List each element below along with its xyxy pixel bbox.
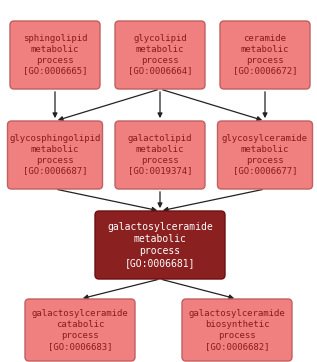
Text: glycosphingolipid
metabolic
process
[GO:0006687]: glycosphingolipid metabolic process [GO:… — [9, 134, 101, 176]
Text: galactosylceramide
catabolic
process
[GO:0006683]: galactosylceramide catabolic process [GO… — [32, 310, 128, 351]
FancyBboxPatch shape — [115, 121, 205, 189]
Text: galactosylceramide
metabolic
process
[GO:0006681]: galactosylceramide metabolic process [GO… — [107, 222, 213, 268]
FancyBboxPatch shape — [25, 299, 135, 361]
FancyBboxPatch shape — [182, 299, 292, 361]
FancyBboxPatch shape — [10, 21, 100, 89]
Text: galactolipid
metabolic
process
[GO:0019374]: galactolipid metabolic process [GO:00193… — [128, 134, 192, 176]
Text: ceramide
metabolic
process
[GO:0006672]: ceramide metabolic process [GO:0006672] — [233, 34, 297, 76]
FancyBboxPatch shape — [95, 211, 225, 279]
Text: glycosylceramide
metabolic
process
[GO:0006677]: glycosylceramide metabolic process [GO:0… — [222, 134, 308, 176]
FancyBboxPatch shape — [217, 121, 313, 189]
Text: glycolipid
metabolic
process
[GO:0006664]: glycolipid metabolic process [GO:0006664… — [128, 34, 192, 76]
FancyBboxPatch shape — [220, 21, 310, 89]
FancyBboxPatch shape — [8, 121, 102, 189]
Text: sphingolipid
metabolic
process
[GO:0006665]: sphingolipid metabolic process [GO:00066… — [23, 34, 87, 76]
FancyBboxPatch shape — [115, 21, 205, 89]
Text: galactosylceramide
biosynthetic
process
[GO:0006682]: galactosylceramide biosynthetic process … — [189, 310, 285, 351]
